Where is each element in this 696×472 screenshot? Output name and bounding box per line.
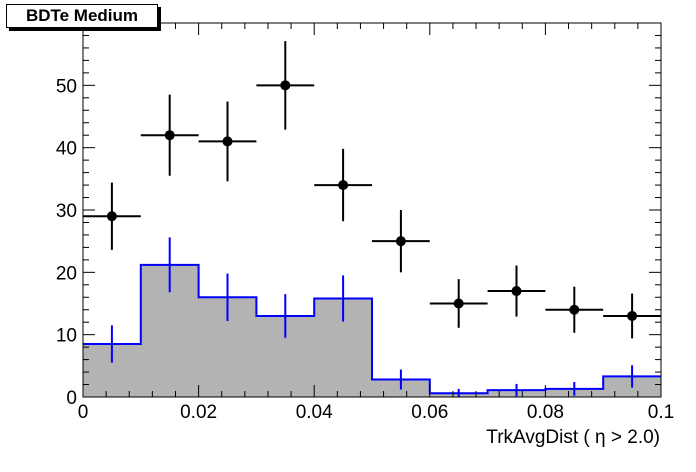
data-points — [83, 41, 661, 339]
data-point — [164, 130, 175, 141]
data-point — [569, 304, 580, 315]
data-point — [280, 80, 291, 91]
data-point — [338, 180, 349, 191]
x-axis-title: TrkAvgDist ( η > 2.0) — [486, 427, 660, 448]
y-tick-label: 0 — [66, 388, 77, 409]
x-tick-label: 0.1 — [648, 402, 674, 423]
data-point — [106, 211, 117, 222]
x-tick-label: 0.08 — [527, 402, 564, 423]
x-tick-label: 0 — [78, 402, 89, 423]
data-point — [453, 298, 464, 309]
data-point — [395, 236, 406, 247]
chart-title: BDTe Medium — [6, 4, 158, 28]
y-tick-label: 50 — [56, 76, 77, 97]
x-tick-label: 0.04 — [296, 402, 333, 423]
data-point — [511, 286, 522, 297]
data-point — [627, 310, 638, 321]
y-tick-label: 10 — [56, 326, 77, 347]
y-tick-label: 20 — [56, 263, 77, 284]
data-point — [222, 136, 233, 147]
x-tick-label: 0.02 — [180, 402, 217, 423]
y-tick-label: 30 — [56, 201, 77, 222]
x-tick-label: 0.06 — [411, 402, 448, 423]
y-tick-label: 40 — [56, 139, 77, 160]
